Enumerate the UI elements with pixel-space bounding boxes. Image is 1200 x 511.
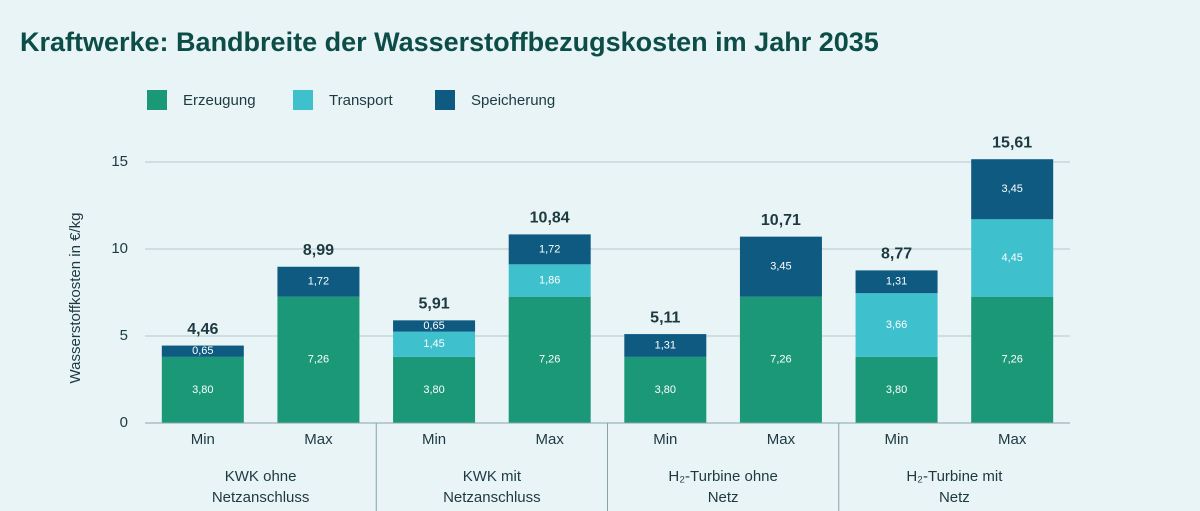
legend-label: Transport <box>329 92 393 109</box>
y-tick-label: 10 <box>111 240 128 257</box>
segment-label: 3,45 <box>1001 183 1022 195</box>
segment-label: 1,45 <box>423 338 444 350</box>
total-label: 15,61 <box>992 134 1032 151</box>
segment-label: 3,80 <box>886 384 907 396</box>
segment-label: 3,80 <box>192 384 213 396</box>
bar-segment <box>971 219 1054 297</box>
total-label: 4,46 <box>187 321 218 338</box>
bar-segment <box>971 159 1054 220</box>
segment-label: 1,72 <box>308 276 329 288</box>
bar-segment <box>161 356 244 423</box>
segment-label: 0,65 <box>192 345 213 357</box>
segment-label: 3,66 <box>886 319 907 331</box>
x-tick-label: Max <box>304 431 333 448</box>
segment-label: 1,31 <box>886 276 907 288</box>
group-label: Netz <box>708 489 739 506</box>
segment-label: 0,65 <box>423 320 444 332</box>
legend-swatch <box>293 90 313 110</box>
bar-segment <box>855 293 938 357</box>
x-tick-label: Min <box>884 431 908 448</box>
group-label: Netz <box>939 489 970 506</box>
bar-segment <box>393 331 476 357</box>
total-label: 10,71 <box>761 212 801 229</box>
segment-label: 1,31 <box>655 339 676 351</box>
bar-segment <box>508 296 591 423</box>
x-tick-label: Min <box>653 431 677 448</box>
x-tick-label: Min <box>191 431 215 448</box>
bar-segment <box>277 296 360 423</box>
bar-segment <box>508 264 591 297</box>
bar-segment <box>277 266 360 297</box>
legend-label: Erzeugung <box>183 92 256 109</box>
bar-segment <box>855 356 938 423</box>
group-label: Netzanschluss <box>212 489 310 506</box>
y-tick-label: 5 <box>120 327 128 344</box>
group-label: H₂-Turbine mit <box>906 468 1003 485</box>
bar-segment <box>971 296 1054 423</box>
bar-segment <box>508 234 591 265</box>
segment-label: 4,45 <box>1001 252 1022 264</box>
total-label: 5,11 <box>650 309 680 326</box>
segment-label: 7,26 <box>539 354 560 366</box>
group-label: KWK mit <box>463 468 522 485</box>
bar-segment <box>739 236 822 297</box>
x-tick-label: Max <box>536 431 565 448</box>
legend-swatch <box>435 90 455 110</box>
group-label: Netzanschluss <box>443 489 541 506</box>
bar-segment <box>739 296 822 423</box>
y-axis-label: Wasserstoffkosten in €/kg <box>67 213 84 384</box>
bar-segment <box>393 320 476 332</box>
segment-label: 7,26 <box>1001 354 1022 366</box>
segment-label: 7,26 <box>770 354 791 366</box>
y-tick-label: 15 <box>111 153 128 170</box>
total-label: 10,84 <box>530 210 570 227</box>
segment-label: 7,26 <box>308 354 329 366</box>
x-tick-label: Max <box>767 431 796 448</box>
bar-segment <box>393 356 476 423</box>
segment-label: 1,86 <box>539 274 560 286</box>
chart-title: Kraftwerke: Bandbreite der Wasserstoffbe… <box>20 27 879 57</box>
segment-label: 3,80 <box>655 384 676 396</box>
x-tick-label: Min <box>422 431 446 448</box>
total-label: 8,77 <box>881 246 912 263</box>
legend-label: Speicherung <box>471 92 555 109</box>
total-label: 5,91 <box>418 296 449 313</box>
bar-segment <box>624 334 707 357</box>
legend-swatch <box>147 90 167 110</box>
group-label: KWK ohne <box>225 468 297 485</box>
segment-label: 1,72 <box>539 243 560 255</box>
bar-segment <box>855 270 938 294</box>
segment-label: 3,80 <box>423 384 444 396</box>
x-tick-label: Max <box>998 431 1027 448</box>
total-label: 8,99 <box>303 242 334 259</box>
group-label: H₂-Turbine ohne <box>668 468 778 485</box>
bar-segment <box>161 345 244 357</box>
bar-segment <box>624 356 707 423</box>
y-tick-label: 0 <box>120 414 128 431</box>
segment-label: 3,45 <box>770 261 791 273</box>
